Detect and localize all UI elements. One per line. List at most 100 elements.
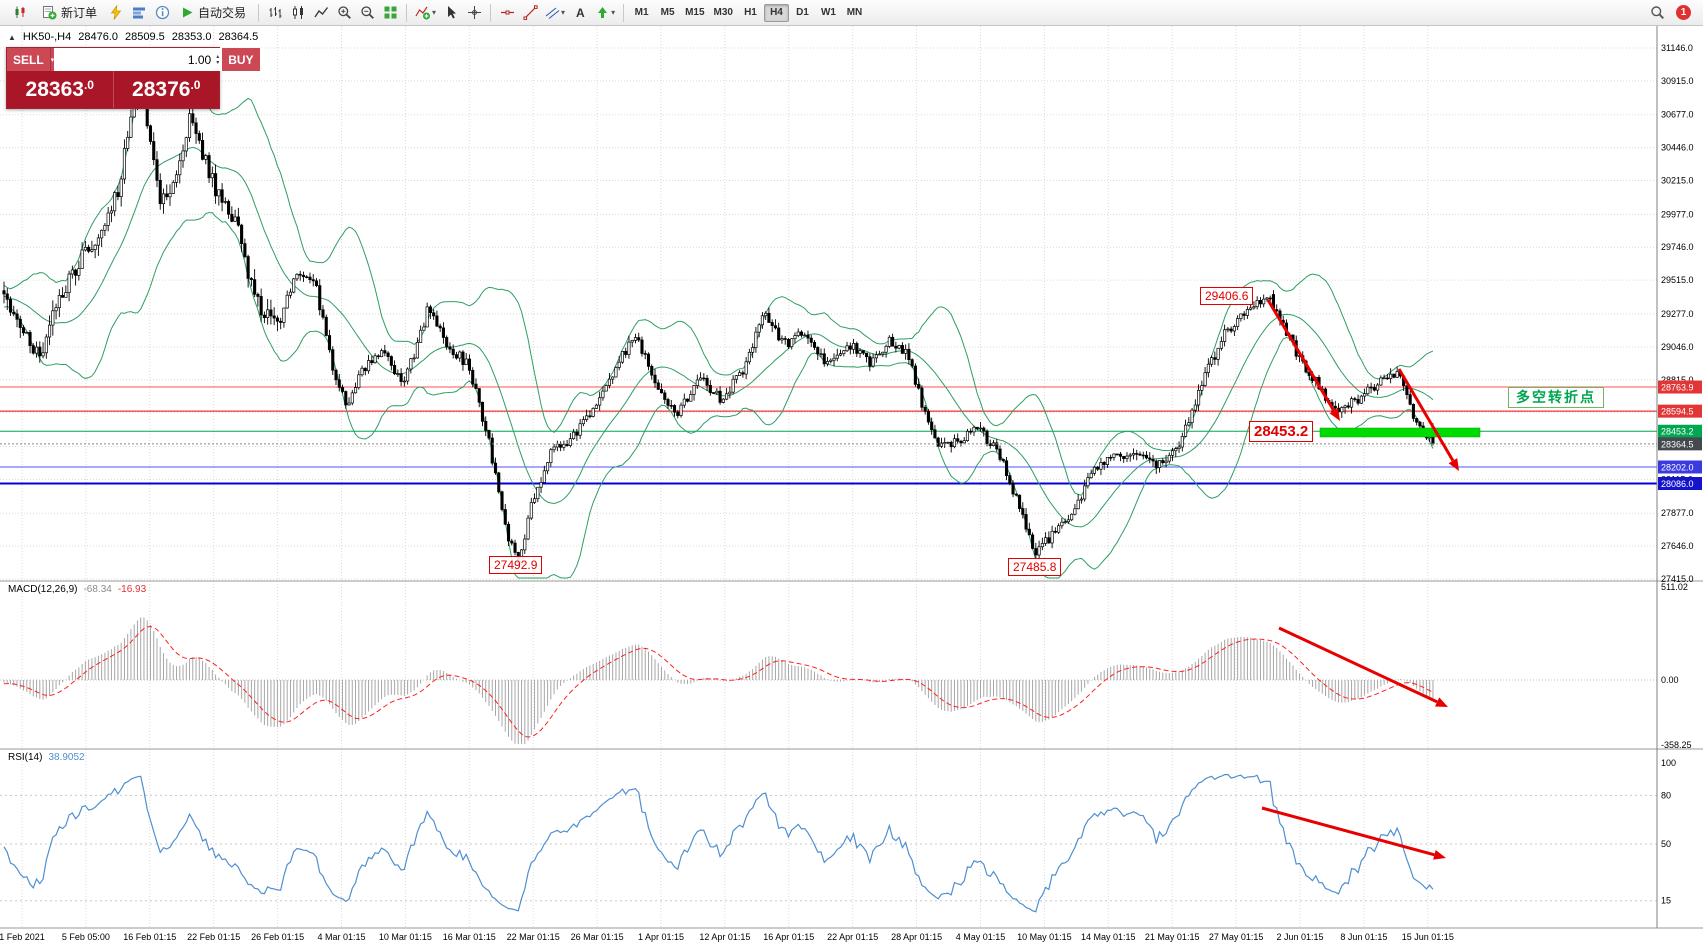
trend-arrow-head[interactable] (1329, 408, 1340, 421)
bar-chart-type-button[interactable] (264, 2, 286, 24)
trend-arrow-head[interactable] (1435, 697, 1448, 707)
trend-arrow-shaft[interactable] (1266, 299, 1336, 412)
candle-body (630, 339, 634, 343)
zoom-in-button[interactable] (333, 2, 355, 24)
chart-shortcut-icon[interactable] (6, 1, 34, 25)
trendline-tool-button[interactable] (519, 2, 541, 24)
spinner-down-icon[interactable]: ▾ (216, 59, 220, 66)
cursor-button[interactable] (440, 2, 462, 24)
macd-axis-label: 511.02 (1661, 582, 1688, 592)
candle-body (54, 307, 58, 312)
indicators-button[interactable]: ▾ (412, 2, 439, 24)
crosshair-button[interactable] (463, 2, 485, 24)
price-tag (1658, 460, 1702, 474)
buy-price[interactable]: 28376.0 (114, 71, 220, 108)
spinner-up-icon[interactable]: ▴ (216, 53, 220, 60)
candle-body (848, 345, 852, 350)
candle-body (1076, 499, 1080, 510)
trend-arrow-shaft[interactable] (1261, 806, 1435, 857)
sell-price-int: 28363 (25, 77, 84, 101)
channel-tool-button[interactable]: ▾ (542, 2, 568, 24)
candle-body (1232, 326, 1236, 332)
sell-price[interactable]: 28363.0 (7, 71, 114, 108)
bollinger-middle-band[interactable] (3, 146, 1434, 528)
candle-body (126, 136, 130, 149)
ohlc-close: 28364.5 (218, 31, 259, 43)
volume-spinner[interactable]: ▴ ▾ (213, 54, 222, 66)
buy-button[interactable]: BUY (222, 48, 260, 71)
timeframe-m5-button[interactable]: M5 (655, 4, 680, 22)
annotation-low1-price[interactable]: 27492.9 (489, 556, 543, 574)
time-axis-label: 8 Jun 01:15 (1340, 932, 1388, 942)
candle-body (803, 334, 807, 337)
bollinger-lower-band[interactable] (3, 212, 1434, 579)
horizontal-line-tool-button[interactable] (496, 2, 518, 24)
line-chart-type-button[interactable] (310, 2, 332, 24)
candle-body (380, 350, 384, 358)
time-axis-label: 22 Feb 01:15 (187, 932, 241, 942)
candle-body (357, 374, 361, 388)
candle-body (347, 402, 351, 406)
volume-input[interactable] (54, 52, 214, 67)
timeframe-w1-button[interactable]: W1 (816, 4, 841, 22)
candle-body (552, 446, 556, 451)
candle-body (113, 192, 117, 212)
help-button[interactable] (151, 2, 173, 24)
text-tool-button[interactable]: A (569, 2, 591, 24)
timeframe-m15-button[interactable]: M15 (681, 4, 708, 22)
timeframe-h4-button[interactable]: H4 (763, 3, 789, 22)
new-order-button[interactable]: 新订单 (35, 2, 104, 24)
candle-body (1350, 398, 1354, 408)
timeframe-h1-button[interactable]: H1 (738, 4, 763, 22)
trend-arrow-head[interactable] (1448, 458, 1459, 471)
trend-arrow-head[interactable] (1433, 850, 1446, 860)
timeframe-m30-button[interactable]: M30 (710, 4, 737, 22)
search-button[interactable] (1646, 2, 1668, 24)
candle-body (28, 331, 32, 347)
annotation-peak-price[interactable]: 29406.6 (1200, 287, 1254, 305)
zoom-out-button[interactable] (356, 2, 378, 24)
annotation-low2-price[interactable]: 27485.8 (1008, 558, 1062, 576)
candle-body (972, 426, 976, 433)
candle-body (471, 369, 475, 385)
candle-body (822, 353, 826, 365)
candle-body (585, 415, 589, 420)
timeframe-mn-button[interactable]: MN (842, 4, 867, 22)
trend-arrow-shaft[interactable] (1397, 368, 1455, 462)
candle-body (712, 392, 716, 394)
arrows-tool-button[interactable]: ▾ (592, 2, 618, 24)
candle-body (100, 229, 104, 239)
annotation-note-text[interactable]: 多空转折点 (1508, 387, 1604, 408)
candle-body (1197, 389, 1201, 406)
candle-body (816, 347, 820, 355)
candle-body (48, 324, 52, 338)
trend-arrow-shaft[interactable] (1278, 626, 1438, 704)
price-chart-canvas[interactable]: 31146.0 30915.0 30677.0 30446.0 30215.0 29977… (0, 26, 1703, 947)
price-axis-label: 27646.0 (1661, 541, 1694, 551)
candlestick-chart-type-button[interactable] (287, 2, 309, 24)
bollinger-upper-band[interactable] (3, 62, 1434, 496)
candle-body (959, 440, 963, 444)
candle-body (435, 315, 439, 327)
candle-body (1379, 377, 1383, 386)
candle-body (617, 361, 621, 368)
market-depth-button[interactable] (128, 2, 150, 24)
candle-body (1109, 456, 1113, 459)
support-highlight-bar[interactable] (1319, 427, 1481, 438)
sell-options-caret-icon[interactable]: ▾ (49, 48, 55, 71)
time-axis-label: 10 May 01:15 (1017, 932, 1072, 942)
candle-body (793, 335, 797, 340)
time-axis-label: 4 Mar 01:15 (317, 932, 366, 942)
candle-body (659, 389, 664, 394)
sell-button[interactable]: SELL (7, 48, 50, 71)
auto-trading-button[interactable]: 自动交易 (174, 2, 253, 24)
one-click-trading-button[interactable] (105, 2, 127, 24)
tile-windows-button[interactable] (379, 2, 401, 24)
price-axis-label: 30446.0 (1661, 143, 1694, 153)
timeframe-m1-button[interactable]: M1 (629, 4, 654, 22)
timeframe-d1-button[interactable]: D1 (790, 4, 815, 22)
notification-badge[interactable]: 1 (1676, 5, 1691, 20)
annotation-turning-price[interactable]: 28453.2 (1249, 421, 1314, 442)
candle-body (549, 449, 553, 464)
time-axis[interactable]: 1 Feb 2021 5 Feb 05:00 16 Feb 01:15 22 Feb … (0, 929, 1703, 947)
